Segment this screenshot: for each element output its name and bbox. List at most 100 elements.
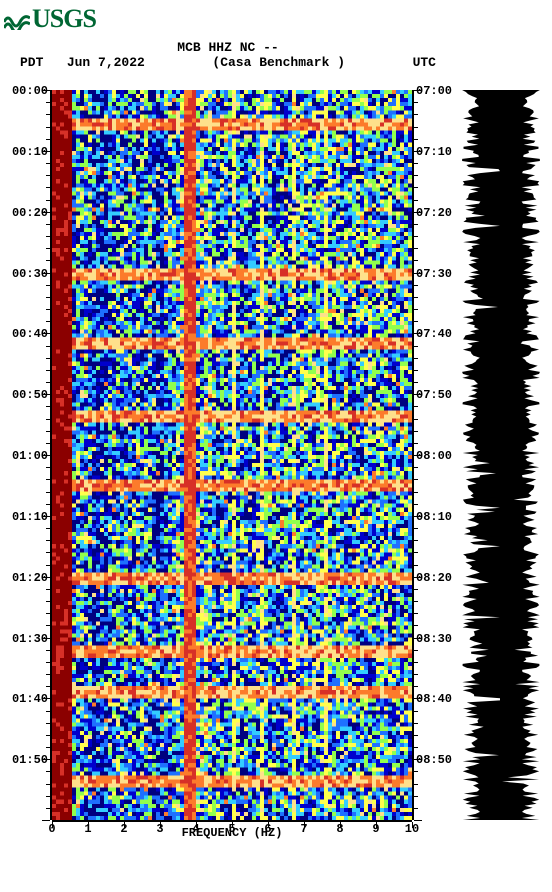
usgs-logo-text: USGS [32,4,96,34]
ytick-mark [46,163,50,164]
ytick-mark [414,625,418,626]
ytick-mark [414,406,418,407]
ytick-right: 08:40 [416,692,452,706]
ytick-mark [46,248,50,249]
ytick-mark [46,674,50,675]
ytick-mark [46,723,50,724]
left-tz: PDT [20,55,43,70]
ytick-mark [42,90,50,91]
ytick-mark [414,370,418,371]
ytick-mark [46,114,50,115]
ytick-mark [46,540,50,541]
ytick-mark [46,382,50,383]
ytick-mark [42,273,50,274]
ytick-mark [414,443,418,444]
ytick-mark [46,236,50,237]
ytick-mark [46,504,50,505]
ytick-mark [414,516,422,517]
ytick-mark [46,224,50,225]
ytick-mark [46,686,50,687]
ytick-mark [46,102,50,103]
ytick-mark [46,735,50,736]
spectrogram-canvas [52,90,412,820]
ytick-mark [46,285,50,286]
ytick-left: 01:20 [12,571,48,585]
ytick-mark [46,492,50,493]
xtick-mark [376,822,377,828]
ytick-right: 07:20 [416,206,452,220]
left-tz-date: PDT Jun 7,2022 [20,55,145,70]
xtick-mark [196,822,197,828]
ytick-mark [46,528,50,529]
ytick-mark [46,662,50,663]
ytick-mark [414,820,422,821]
ytick-mark [414,382,418,383]
ytick-mark [46,406,50,407]
ytick-right: 08:00 [416,449,452,463]
ytick-mark [414,771,418,772]
ytick-mark [414,309,418,310]
ytick-mark [414,333,422,334]
ytick-right: 07:30 [416,267,452,281]
ytick-mark [46,321,50,322]
ytick-mark [42,455,50,456]
ytick-left: 01:10 [12,510,48,524]
ytick-mark [414,723,418,724]
ytick-mark [414,187,418,188]
station-line: MCB HHZ NC -- [177,40,278,55]
ytick-mark [414,127,418,128]
xtick-mark [124,822,125,828]
trace-right-edge [502,90,542,820]
ytick-left: 00:30 [12,267,48,281]
ytick-mark [414,431,418,432]
ytick-mark [414,759,422,760]
ytick-right: 07:40 [416,327,452,341]
ytick-mark [414,285,418,286]
trace-left-edge [460,90,500,820]
ytick-mark [414,784,418,785]
ytick-mark [414,711,418,712]
ytick-mark [46,358,50,359]
ytick-left: 01:40 [12,692,48,706]
ytick-mark [414,419,418,420]
seismic-trace [460,90,542,820]
ytick-mark [46,175,50,176]
ytick-mark [414,735,418,736]
ytick-left: 00:20 [12,206,48,220]
ytick-mark [46,650,50,651]
ytick-mark [46,613,50,614]
ytick-left: 01:00 [12,449,48,463]
ytick-mark [414,394,422,395]
ytick-mark [414,638,422,639]
ytick-mark [414,114,418,115]
ytick-mark [46,552,50,553]
ytick-mark [414,467,418,468]
ytick-mark [414,698,422,699]
ytick-mark [414,346,418,347]
ytick-mark [46,796,50,797]
ytick-mark [46,625,50,626]
ytick-mark [414,212,422,213]
ytick-mark [42,212,50,213]
ytick-mark [46,431,50,432]
ytick-mark [42,698,50,699]
ytick-mark [46,711,50,712]
ytick-mark [46,808,50,809]
ytick-mark [42,333,50,334]
ytick-mark [46,260,50,261]
ytick-mark [46,589,50,590]
ytick-mark [414,297,418,298]
ytick-left: 01:50 [12,753,48,767]
ytick-mark [414,650,418,651]
ytick-mark [414,273,422,274]
ytick-mark [46,346,50,347]
ytick-mark [414,808,418,809]
ytick-mark [46,784,50,785]
ytick-mark [414,540,418,541]
ytick-mark [414,358,418,359]
ytick-right: 07:00 [416,84,452,98]
ytick-mark [414,577,422,578]
ytick-mark [414,248,418,249]
ytick-mark [414,601,418,602]
ytick-mark [414,662,418,663]
